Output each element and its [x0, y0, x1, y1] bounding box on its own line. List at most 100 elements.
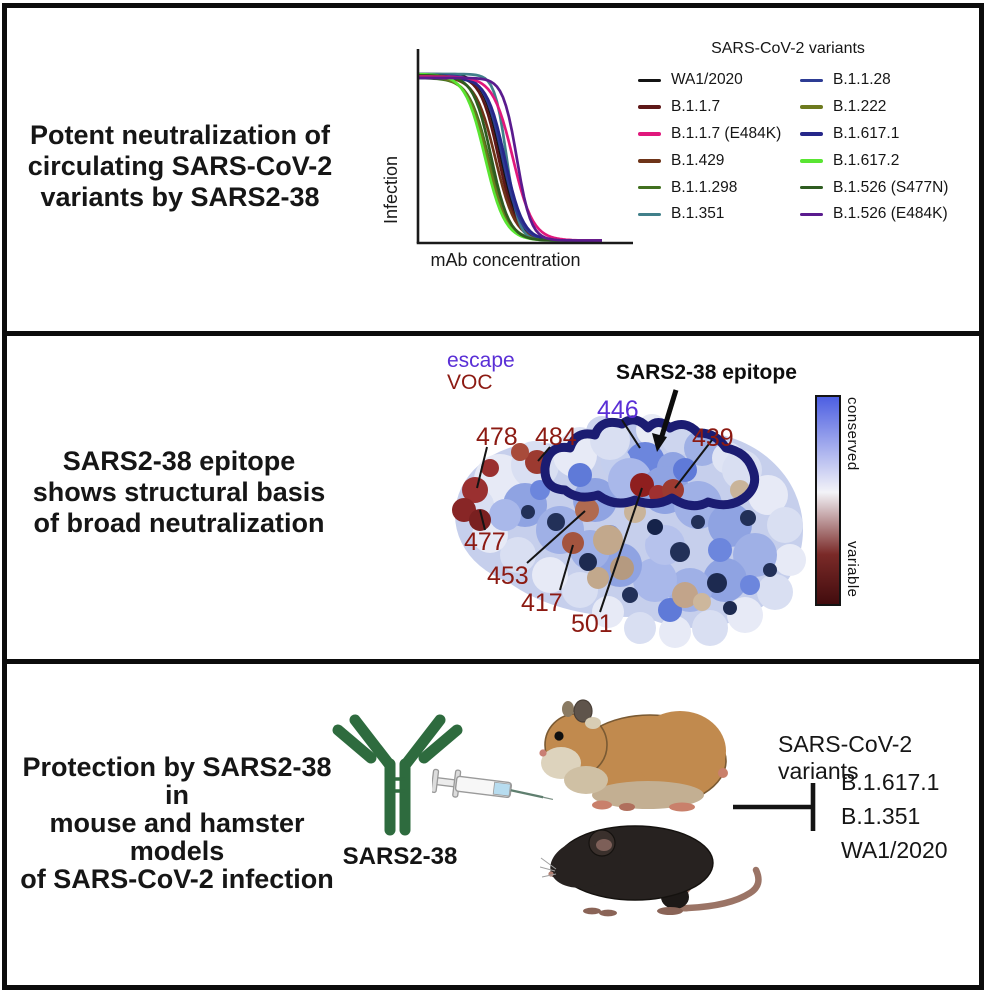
legend-item: B.1.617.2	[800, 147, 990, 174]
neutralization-curves	[418, 72, 602, 242]
legend-swatch	[638, 78, 661, 83]
legend-swatch	[638, 212, 661, 217]
legend-label: B.1.429	[671, 151, 725, 169]
legend-label: B.1.526 (S477N)	[833, 178, 949, 196]
legend-item: B.1.351	[638, 201, 800, 228]
legend-swatch	[800, 105, 823, 109]
legend-swatch	[800, 185, 823, 190]
curve-B.1.429	[419, 75, 602, 242]
curve-WA1/2020	[419, 72, 602, 242]
legend-item: B.1.526 (S477N)	[800, 174, 990, 201]
panel-protection	[2, 659, 984, 990]
panel3-title-line3: of SARS-CoV-2 infection	[20, 864, 334, 894]
legend-item: B.1.429	[638, 147, 800, 174]
legend-label: B.1.222	[833, 98, 887, 116]
colorbar-conserved-label: conserved	[844, 397, 861, 471]
residue-label-453: 453	[487, 562, 529, 590]
protection-variant-2: B.1.351	[841, 803, 921, 829]
legend-item: B.1.1.298	[638, 174, 800, 201]
legend-swatch	[800, 132, 823, 136]
colorbar-variable-label: variable	[844, 541, 861, 598]
panel1-title-line2: circulating SARS-CoV-2	[27, 151, 333, 181]
antibody-icon	[332, 714, 463, 836]
legend-label: WA1/2020	[671, 71, 743, 89]
syringe-icon	[432, 768, 554, 801]
legend-swatch	[638, 185, 661, 190]
y-axis-label: Infection	[381, 155, 401, 225]
curve-B.1.1.7	[419, 73, 602, 242]
panel1-title-line3: variants by SARS2-38	[40, 182, 320, 212]
inhibition-bar-icon	[733, 783, 816, 831]
curve-B.1.1.298	[418, 76, 602, 242]
legend-label: B.1.617.2	[833, 151, 900, 169]
legend-swatch	[638, 158, 661, 163]
legend-label: B.1.1.28	[833, 71, 891, 89]
legend-columns: WA1/2020 B.1.1.7 B.1.1.7 (E484K) B.1.429 B.1…	[638, 67, 990, 228]
curve-B.1.526 (E484K)	[419, 76, 602, 242]
escape-legend-label: escape	[447, 349, 515, 372]
legend-item: B.1.617.1	[800, 121, 990, 148]
plot-legend: SARS-CoV-2 variants WA1/2020 B.1.1.7 B.1.1…	[638, 40, 990, 228]
protein-surface-blobs	[452, 414, 806, 648]
epitope-outline	[540, 415, 760, 511]
epitope-label: SARS2-38 epitope	[616, 361, 797, 384]
antibody-label: SARS2-38	[342, 843, 458, 870]
panel2-title-line1: SARS2-38 epitope	[62, 446, 296, 476]
legend-swatch	[800, 212, 823, 217]
voc-legend-label: VOC	[447, 371, 493, 394]
legend-item: B.1.222	[800, 94, 990, 121]
legend-title: SARS-CoV-2 variants	[711, 40, 865, 57]
curve-B.1.351	[419, 72, 602, 242]
curve-B.1.526 (S477N)	[419, 74, 602, 242]
legend-item: B.1.526 (E484K)	[800, 201, 990, 228]
legend-column-1: WA1/2020 B.1.1.7 B.1.1.7 (E484K) B.1.429 B.1…	[638, 67, 800, 228]
conservation-colorbar	[815, 395, 841, 606]
legend-label: B.1.526 (E484K)	[833, 205, 948, 223]
protection-variant-1: B.1.617.1	[841, 769, 940, 795]
legend-label: B.1.1.298	[671, 178, 738, 196]
legend-label: B.1.351	[671, 205, 725, 223]
hamster-icon	[539, 699, 728, 812]
epitope-arrow	[652, 389, 679, 452]
curve-B.1.222	[419, 75, 602, 242]
legend-label: B.1.1.7	[671, 98, 721, 116]
legend-label: B.1.1.7 (E484K)	[671, 124, 782, 142]
panel2-title-line3: of broad neutralization	[33, 508, 325, 538]
panel1-title-line1: Potent neutralization of	[30, 120, 330, 150]
protection-variant-3: WA1/2020	[841, 837, 948, 863]
neutralization-plot	[416, 49, 633, 245]
legend-label: B.1.617.1	[833, 124, 900, 142]
panel3-title-line2: mouse and hamster models	[49, 808, 305, 866]
panel1-title: Potent neutralization of circulating SAR…	[20, 120, 340, 213]
curve-B.1.617.1	[419, 76, 602, 242]
mouse-icon	[540, 825, 762, 917]
rbd-surface-structure	[452, 389, 806, 648]
legend-item: WA1/2020	[638, 67, 800, 94]
legend-item: B.1.1.28	[800, 67, 990, 94]
legend-item: B.1.1.7	[638, 94, 800, 121]
curve-B.1.1.28	[419, 73, 602, 242]
residue-label-439: 439	[692, 424, 734, 452]
residue-pointer-lines	[476, 419, 713, 613]
panel2-title-line2: shows structural basis	[32, 477, 326, 507]
x-axis-label: mAb concentration	[430, 250, 581, 270]
panel2-title: SARS2-38 epitope shows structural basis …	[18, 446, 340, 539]
curve-B.1.617.2	[418, 72, 602, 242]
legend-swatch	[638, 132, 661, 136]
legend-column-2: B.1.1.28 B.1.222 B.1.617.1 B.1.617.2 B.1.526…	[800, 67, 990, 228]
panel3-title-line1: Protection by SARS2-38 in	[22, 752, 332, 810]
residue-label-501: 501	[571, 610, 613, 638]
curve-B.1.1.7 (E484K)	[419, 75, 602, 242]
residue-label-446: 446	[597, 396, 639, 424]
residue-label-484: 484	[535, 423, 577, 451]
residue-label-478: 478	[476, 423, 518, 451]
protection-variants-title: SARS-CoV-2 variants	[778, 731, 913, 784]
legend-swatch	[638, 105, 661, 109]
residue-label-417: 417	[521, 589, 563, 617]
legend-swatch	[800, 78, 823, 83]
legend-item: B.1.1.7 (E484K)	[638, 121, 800, 148]
panel3-title: Protection by SARS2-38 in mouse and hams…	[10, 753, 344, 893]
residue-label-477: 477	[464, 528, 506, 556]
legend-swatch	[800, 158, 823, 163]
